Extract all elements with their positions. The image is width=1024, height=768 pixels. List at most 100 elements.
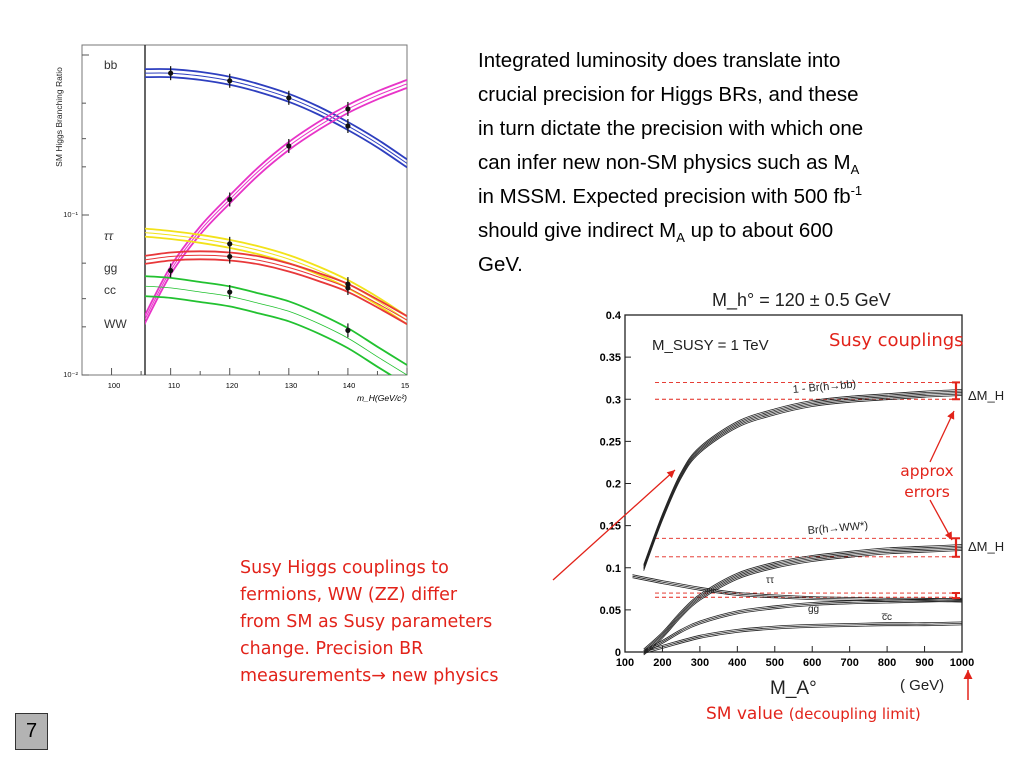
intro-line: crucial precision for Higgs BRs, and the… [478, 83, 859, 106]
intro-line: should give indirect M [478, 219, 677, 242]
page-number: 7 [15, 713, 48, 750]
susy-couplings-label: Susy couplings [829, 330, 964, 351]
x-tick-label: 900 [915, 657, 933, 669]
channel-label-gg: gg [104, 261, 117, 275]
curve-band-2 [145, 235, 407, 325]
delta-mh-label: ΔM_H [968, 388, 1004, 403]
left-x-tick-label: 110 [168, 381, 180, 390]
x-tick-label: 1000 [950, 657, 974, 669]
curve-bundle-1 [643, 550, 963, 656]
note-line: from SM as Susy parameters [240, 612, 493, 632]
right-y-ticks: 0 0.05 0.1 0.15 0.2 0.25 0.3 0.35 0.4 [600, 310, 631, 659]
curve-bundle-1 [643, 544, 963, 650]
left-y-tick-label: 10⁻¹ [63, 210, 78, 219]
curve-band-3 [145, 250, 407, 317]
note-line: measurements→ new physics [240, 666, 499, 686]
note-line: change. Precision BR [240, 639, 424, 659]
left-curves [145, 68, 407, 375]
curve-bundle-3 [643, 599, 963, 653]
intro-paragraph: Integrated luminosity does translate int… [478, 44, 978, 282]
curve-bundle-4 [643, 621, 963, 651]
right-curves [632, 389, 963, 656]
curve-band-3 [145, 258, 407, 325]
curve-bundle-1 [643, 548, 963, 654]
curve-band-1 [145, 83, 407, 321]
left-x-tick-label: 130 [285, 381, 298, 390]
left-x-tick-label: 120 [226, 381, 239, 390]
left-data-points [168, 66, 351, 338]
channel-label-cc: cc [104, 283, 116, 297]
y-tick-label: 0.05 [600, 605, 621, 617]
x-tick-label: 100 [616, 657, 634, 669]
y-tick-label: 0.2 [606, 479, 621, 491]
curve-label-gg: gg [808, 604, 819, 615]
curve-band-0 [145, 68, 407, 161]
left-x-tick-label: 100 [108, 381, 121, 390]
curve-band-4 [145, 285, 407, 375]
intro-subscript: A [676, 230, 685, 246]
data-point [345, 327, 351, 333]
y-tick-label: 0 [615, 647, 621, 659]
x-tick-label: 200 [653, 657, 671, 669]
note-line: Susy Higgs couplings to [240, 558, 449, 578]
approx-word: approx [900, 462, 954, 480]
x-tick-label: 700 [840, 657, 858, 669]
sm-value-text: SM value [706, 704, 784, 724]
approx-errors-arrow-up [929, 410, 955, 463]
curve-label-cc: c̅c [882, 612, 892, 623]
right-x-axis-unit: ( GeV) [900, 677, 944, 694]
higgs-br-chart: SM Higgs Branching Ratio 10⁻¹ 10⁻² 100 1… [54, 44, 409, 403]
note-line: fermions, WW (ZZ) differ [240, 585, 458, 605]
susy-fermion-note: Susy Higgs couplings to fermions, WW (ZZ… [240, 555, 570, 690]
curve-band-3 [145, 254, 407, 321]
y-tick-label: 0.25 [600, 436, 621, 448]
curve-bundle-1 [643, 547, 963, 653]
intro-line: can infer new non-SM physics such as M [478, 151, 851, 174]
intro-line: in MSSM. Expected precision with 500 fb [478, 185, 851, 208]
intro-line: in turn dictate the precision with which… [478, 117, 864, 140]
intro-line: GeV. [478, 253, 523, 276]
intro-superscript: -1 [850, 183, 863, 199]
x-tick-label: 600 [803, 657, 821, 669]
delta-mh-label: ΔM_H [968, 539, 1004, 554]
data-point [286, 143, 292, 149]
y-tick-label: 0.35 [600, 352, 621, 364]
left-plot-frame [81, 44, 408, 376]
y-tick-label: 0.1 [606, 563, 621, 575]
left-y-tick-label: 10⁻² [63, 370, 78, 379]
decoupling-limit-text: (decoupling limit) [788, 705, 921, 723]
sm-value-label: SM value (decoupling limit) [706, 704, 921, 724]
curve-band-4 [145, 275, 407, 366]
channel-label-tautau: ττ [104, 229, 114, 243]
data-point [227, 253, 233, 260]
curve-bundle-3 [643, 600, 963, 654]
curve-bundle-2 [632, 575, 963, 601]
x-tick-label: 500 [766, 657, 784, 669]
curve-label-ww: Br(h→WW*) [807, 520, 868, 537]
right-chart-title: M_h° = 120 ± 0.5 GeV [712, 290, 891, 311]
data-point [345, 106, 351, 112]
curve-label-bb: 1 - Br(h→bb) [792, 378, 856, 395]
approx-errors-label: approx errors [892, 461, 962, 503]
data-point [227, 78, 233, 84]
right-x-axis-title: M_A° [770, 678, 817, 699]
curve-bundle-2 [632, 574, 963, 600]
left-y-ticks [82, 54, 89, 376]
data-point [168, 267, 174, 274]
left-y-axis-title: SM Higgs Branching Ratio [54, 67, 64, 167]
curve-band-2 [145, 227, 407, 317]
right-x-ticks: 100 200 300 400 500 600 700 800 900 1000 [616, 646, 974, 669]
data-point [345, 285, 351, 291]
errors-word: errors [904, 483, 950, 501]
channel-label-bb: bb [104, 58, 118, 72]
curve-bundle-4 [643, 624, 963, 654]
channel-label-ww: WW [104, 317, 127, 331]
left-x-axis-title: m_H(GeV/c²) [357, 393, 407, 403]
y-tick-label: 0.3 [606, 394, 621, 406]
x-tick-label: 300 [691, 657, 709, 669]
data-point [345, 123, 351, 129]
intro-line: Integrated luminosity does translate int… [478, 49, 841, 72]
curve-band-0 [145, 76, 407, 169]
data-point [168, 70, 174, 76]
x-tick-label: 400 [728, 657, 746, 669]
